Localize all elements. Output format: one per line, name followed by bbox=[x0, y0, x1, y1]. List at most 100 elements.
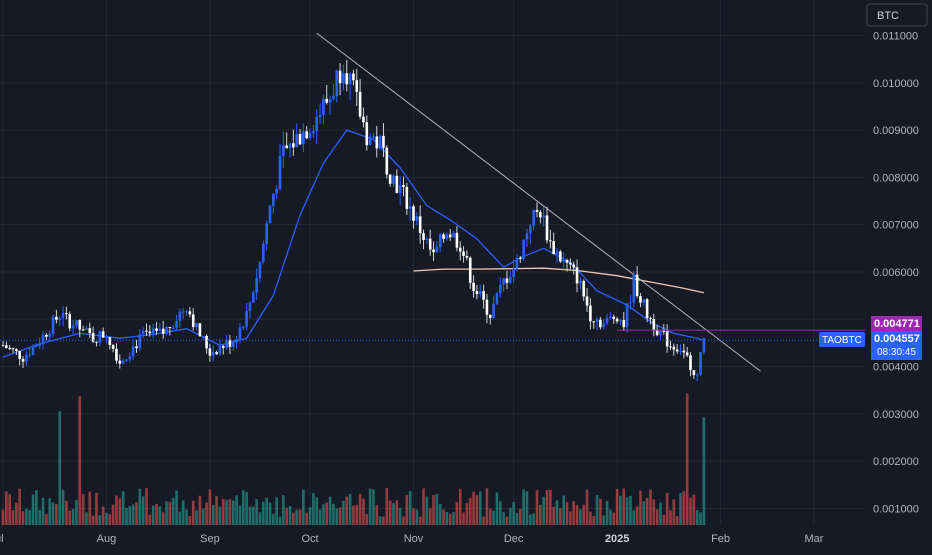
volume-bar bbox=[28, 510, 31, 525]
candle-body bbox=[342, 73, 345, 84]
candle-body bbox=[155, 328, 158, 331]
volume-bar bbox=[221, 498, 225, 525]
trendline[interactable] bbox=[316, 32, 761, 372]
candle bbox=[11, 347, 15, 353]
candle-body bbox=[18, 351, 21, 360]
candle bbox=[392, 174, 395, 188]
candle-body bbox=[442, 234, 445, 239]
volume-bar bbox=[435, 494, 439, 525]
candle bbox=[111, 344, 115, 353]
volume-bar bbox=[295, 509, 298, 525]
volume-bar bbox=[512, 501, 515, 525]
candle-body bbox=[288, 143, 292, 149]
candle-body bbox=[539, 212, 542, 218]
candle-body bbox=[118, 360, 122, 364]
volume-bar bbox=[51, 502, 55, 525]
candle bbox=[268, 204, 272, 224]
volume-bar bbox=[98, 515, 102, 525]
candle bbox=[659, 329, 662, 341]
candle bbox=[398, 176, 402, 206]
candle-body bbox=[101, 331, 105, 338]
candle-body bbox=[679, 350, 682, 352]
volume-bar bbox=[629, 495, 632, 525]
candle-body bbox=[662, 330, 666, 332]
candle-body bbox=[111, 344, 115, 349]
candle bbox=[599, 317, 602, 330]
candle-body bbox=[81, 329, 85, 331]
candle bbox=[555, 247, 559, 264]
y-tick-label: 0.008000 bbox=[873, 172, 919, 184]
candle bbox=[328, 95, 332, 116]
candle bbox=[171, 324, 175, 330]
candle-body bbox=[348, 73, 352, 85]
volume-bar bbox=[579, 509, 582, 525]
candle-body bbox=[262, 243, 265, 262]
candle bbox=[221, 345, 225, 355]
candle-body bbox=[201, 336, 205, 338]
candle bbox=[362, 107, 365, 128]
candle-body bbox=[398, 185, 402, 194]
candle bbox=[352, 69, 355, 86]
candle-body bbox=[131, 346, 135, 357]
candle bbox=[425, 236, 429, 244]
symbol-tag[interactable]: TAOBTC bbox=[819, 332, 865, 347]
candle-body bbox=[228, 340, 232, 347]
candle bbox=[38, 337, 42, 350]
volume-bar bbox=[552, 506, 555, 525]
candle-body bbox=[435, 247, 439, 253]
volume-bar bbox=[168, 501, 172, 525]
candle bbox=[465, 250, 469, 261]
volume-bar bbox=[181, 500, 185, 525]
y-axis[interactable]: 0.001000 0.002000 0.003000 0.004000 0.006000… bbox=[873, 30, 919, 515]
candle bbox=[265, 220, 268, 251]
candle bbox=[679, 344, 682, 355]
x-tick-label: Nov bbox=[404, 533, 424, 545]
candle bbox=[619, 318, 622, 326]
volume-bar bbox=[35, 490, 38, 525]
candle-body bbox=[158, 328, 162, 331]
volume-bar bbox=[475, 495, 479, 525]
volume-bar bbox=[398, 507, 402, 525]
volume-bar bbox=[155, 503, 158, 525]
x-tick-label: Feb bbox=[711, 533, 730, 545]
candle bbox=[345, 59, 349, 92]
candle-body bbox=[51, 316, 55, 334]
volume-bar bbox=[252, 506, 255, 525]
candle bbox=[529, 223, 532, 245]
volume-bar bbox=[305, 512, 309, 525]
candle bbox=[208, 343, 212, 362]
y-tick-label: 0.006000 bbox=[873, 267, 919, 279]
candle-body bbox=[572, 264, 576, 268]
currency-badge[interactable]: BTC bbox=[866, 3, 928, 27]
volume-bar bbox=[268, 502, 272, 525]
candle bbox=[175, 314, 178, 331]
candle bbox=[68, 311, 72, 332]
volume-bar bbox=[569, 511, 572, 525]
candle-body bbox=[11, 348, 15, 350]
candle-body bbox=[165, 326, 168, 334]
volume-bar bbox=[38, 509, 42, 525]
candle bbox=[605, 313, 609, 326]
candle bbox=[602, 319, 606, 330]
candle bbox=[278, 143, 282, 192]
volume-bar bbox=[88, 491, 92, 525]
x-axis[interactable]: ul Aug Sep Oct Nov Dec 2025 Feb Mar bbox=[0, 533, 824, 545]
last-price-value: 0.004557 bbox=[874, 333, 920, 345]
candle-body bbox=[135, 346, 138, 349]
candle bbox=[589, 298, 592, 330]
candle bbox=[435, 240, 439, 253]
volume-bar bbox=[535, 490, 539, 525]
candle bbox=[595, 317, 599, 331]
volume-bar bbox=[505, 516, 509, 525]
candle-body bbox=[298, 134, 302, 145]
candle-body bbox=[215, 352, 218, 355]
volume-bar bbox=[125, 507, 128, 525]
candle bbox=[549, 229, 552, 249]
candle bbox=[15, 348, 18, 356]
volume-bar bbox=[659, 502, 662, 525]
candle bbox=[572, 261, 576, 275]
volume-bar bbox=[452, 512, 455, 525]
